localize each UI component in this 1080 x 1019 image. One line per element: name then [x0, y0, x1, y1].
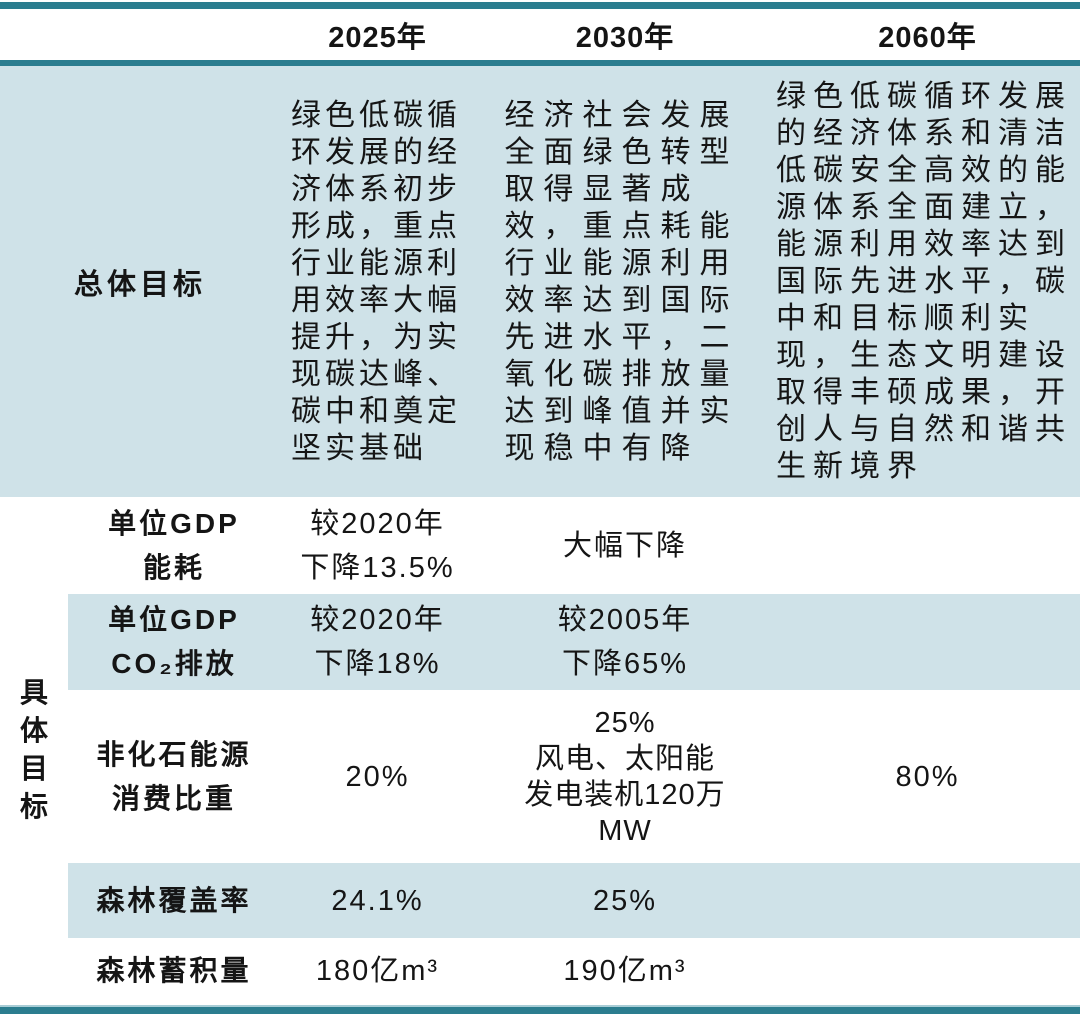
table-row-forest-stock: 森林蓄积量 180亿m³ 190亿m³	[68, 938, 1080, 1003]
cell-2025-text: 180亿m³	[315, 954, 440, 987]
cell-2030-text: 25% 风电、太阳能 发电装机120万 MW	[524, 706, 726, 847]
cell-2025: 较2020年 下降18%	[280, 594, 475, 690]
cell-2030: 较2005年 下降65%	[475, 594, 775, 690]
overall-goal-2030-cell: 经济社会发展全面绿色转型取得显著成效，重点耗能行业能源利用效率达到国际先进水平，…	[475, 66, 775, 497]
cell-2025: 较2020年 下降13.5%	[280, 497, 475, 594]
cell-2025: 20%	[280, 690, 475, 863]
cell-2060: 80%	[775, 690, 1080, 863]
cell-2030: 190亿m³	[475, 938, 775, 1003]
row-label: 单位GDP 能耗	[68, 497, 280, 594]
cell-2030-text: 25%	[592, 884, 658, 917]
cell-2060	[775, 497, 1080, 594]
overall-goal-2025-text: 绿色低碳循环发展的经济体系初步形成，重点行业能源利用效率大幅提升，为实现碳达峰、…	[291, 98, 461, 465]
cell-2030: 25% 风电、太阳能 发电装机120万 MW	[475, 690, 775, 863]
cell-2030-text: 190亿m³	[563, 954, 687, 987]
row-label-text: 单位GDP CO₂排放	[108, 604, 240, 679]
row-label: 森林覆盖率	[68, 863, 280, 938]
row-label-text: 非化石能源 消费比重	[96, 738, 252, 814]
header-year-2060: 2060年	[878, 21, 977, 54]
row-label-text: 森林蓄积量	[96, 954, 252, 986]
row-label-text: 森林覆盖率	[96, 884, 252, 916]
row-label: 森林蓄积量	[68, 938, 280, 1003]
row-group-label-specific: 具体目标	[0, 497, 68, 1003]
cell-2030-text: 大幅下降	[562, 529, 687, 562]
overall-goal-2060-text: 绿色低碳循环发展的经济体系和清洁低碳安全高效的能源体系全面建立，能源利用效率达到…	[776, 80, 1072, 483]
overall-goal-2030-text: 经济社会发展全面绿色转型取得显著成效，重点耗能行业能源利用效率达到国际先进水平，…	[504, 98, 739, 465]
cell-2060	[775, 594, 1080, 690]
row-label-overall: 总体目标	[73, 268, 206, 301]
row-label: 非化石能源 消费比重	[68, 690, 280, 863]
cell-2025-text: 较2020年 下降18%	[310, 604, 445, 680]
cell-2060	[775, 938, 1080, 1003]
cell-2025-text: 较2020年 下降13.5%	[300, 507, 455, 584]
cell-2030: 25%	[475, 863, 775, 938]
header-corner-cell	[0, 9, 280, 60]
header-divider	[0, 60, 1080, 66]
header-year-2030: 2030年	[575, 21, 675, 54]
cell-2060	[775, 863, 1080, 938]
overall-goal-2060-cell: 绿色低碳循环发展的经济体系和清洁低碳安全高效的能源体系全面建立，能源利用效率达到…	[775, 66, 1080, 497]
overall-goal-2025-cell: 绿色低碳循环发展的经济体系初步形成，重点行业能源利用效率大幅提升，为实现碳达峰、…	[280, 66, 475, 497]
specific-goals-label-text: 具体目标	[19, 677, 48, 822]
table-row-co2-per-gdp: 单位GDP CO₂排放 较2020年 下降18% 较2005年 下降65%	[68, 594, 1080, 690]
table-row-non-fossil-share: 非化石能源 消费比重 20% 25% 风电、太阳能 发电装机120万 MW 80…	[68, 690, 1080, 863]
cell-2025-text: 20%	[345, 760, 410, 793]
cell-2030-text: 较2005年 下降65%	[557, 604, 693, 680]
cell-2025: 24.1%	[280, 863, 475, 938]
bottom-border	[0, 1005, 1080, 1014]
overall-goals-row: 总体目标 绿色低碳循环发展的经济体系初步形成，重点行业能源利用效率大幅提升，为实…	[0, 66, 1080, 497]
specific-goals-section: 具体目标 单位GDP 能耗 较2020年 下降13.5% 大幅下降 单位GDP …	[0, 497, 1080, 1003]
row-label-text: 单位GDP 能耗	[108, 507, 240, 583]
table-row-forest-coverage: 森林覆盖率 24.1% 25%	[68, 863, 1080, 938]
cell-2060-text: 80%	[895, 760, 960, 793]
header-year-2025: 2025年	[328, 21, 427, 54]
table-header-row: 2025年 2030年 2060年	[0, 9, 1080, 60]
cell-2025-text: 24.1%	[331, 884, 424, 917]
table-row-energy-per-gdp: 单位GDP 能耗 较2020年 下降13.5% 大幅下降	[68, 497, 1080, 594]
cell-2025: 180亿m³	[280, 938, 475, 1003]
row-label: 单位GDP CO₂排放	[68, 594, 280, 690]
top-border	[0, 2, 1080, 9]
cell-2030: 大幅下降	[475, 497, 775, 594]
